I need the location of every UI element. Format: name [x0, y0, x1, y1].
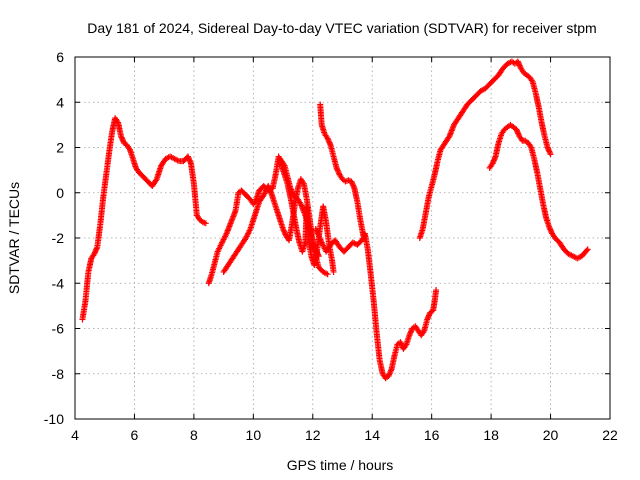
y-tick-label: 4 — [56, 94, 64, 110]
y-axis-label: SDTVAR / TECUs — [6, 182, 22, 294]
series-track-g — [416, 58, 554, 241]
y-tick-label: -10 — [44, 411, 64, 427]
x-tick-label: 6 — [131, 427, 139, 443]
series-track-e — [317, 101, 440, 382]
x-tick-label: 10 — [246, 427, 262, 443]
data-point — [584, 246, 591, 253]
y-tick-label: -6 — [52, 321, 65, 337]
x-axis-label: GPS time / hours — [287, 457, 394, 473]
y-tick-label: -8 — [52, 366, 65, 382]
x-tick-label: 8 — [190, 427, 198, 443]
series-track-h — [486, 121, 591, 262]
series-track-a — [79, 115, 209, 323]
y-tick-label: 2 — [56, 140, 64, 156]
y-tick-label: -4 — [52, 275, 65, 291]
x-tick-label: 4 — [71, 427, 79, 443]
chart-title: Day 181 of 2024, Sidereal Day-to-day VTE… — [87, 20, 596, 36]
data-point — [152, 177, 159, 184]
series-track-d — [277, 155, 322, 260]
data-point — [280, 161, 287, 168]
x-tick-label: 18 — [483, 427, 499, 443]
axis-ticks: 4 6 8 10 12 14 16 18 20 22 -10 -8 -6 -4 -2 0 2 4 6 — [44, 49, 618, 443]
x-tick-label: 16 — [424, 427, 440, 443]
data-point — [361, 232, 368, 239]
x-tick-label: 22 — [602, 427, 618, 443]
x-tick-label: 14 — [364, 427, 380, 443]
y-tick-label: 6 — [56, 49, 64, 65]
data-point — [324, 271, 331, 278]
data-point — [330, 268, 337, 275]
y-tick-label: 0 — [56, 185, 64, 201]
data-series — [79, 58, 591, 382]
data-point — [315, 253, 322, 260]
data-point — [433, 287, 440, 294]
data-point — [583, 247, 590, 254]
x-tick-label: 12 — [305, 427, 321, 443]
x-tick-label: 20 — [543, 427, 559, 443]
grid — [75, 57, 610, 419]
data-point — [202, 220, 209, 227]
y-tick-label: -2 — [52, 230, 65, 246]
series-track-f — [312, 225, 368, 255]
data-point — [547, 151, 554, 158]
